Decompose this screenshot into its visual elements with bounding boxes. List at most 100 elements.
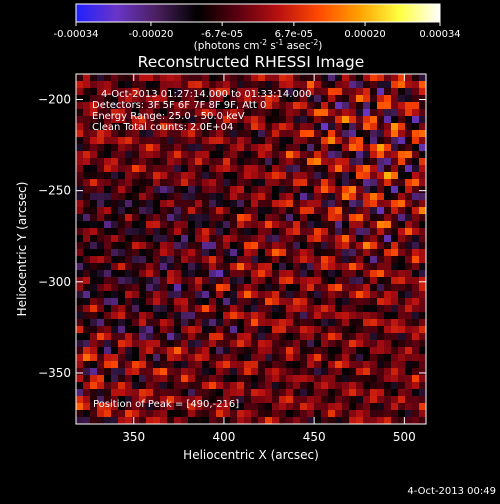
heatmap-cell xyxy=(363,74,371,82)
heatmap-cell xyxy=(300,347,308,355)
heatmap-cell xyxy=(244,389,252,397)
heatmap-cell xyxy=(258,214,266,222)
heatmap-cell xyxy=(188,347,196,355)
heatmap-cell xyxy=(146,354,154,362)
heatmap-cell xyxy=(153,193,161,201)
heatmap-cell xyxy=(419,368,426,376)
heatmap-cell xyxy=(272,151,280,159)
heatmap-cell xyxy=(216,165,224,173)
heatmap-cell xyxy=(237,158,245,166)
heatmap-cell xyxy=(111,130,119,138)
heatmap-cell xyxy=(356,389,364,397)
heatmap-cell xyxy=(419,298,426,306)
heatmap-cell xyxy=(279,319,287,327)
heatmap-cell xyxy=(174,340,182,348)
heatmap-cell xyxy=(363,193,371,201)
heatmap-cell xyxy=(209,193,217,201)
heatmap-cell xyxy=(384,123,392,131)
heatmap-cell xyxy=(363,235,371,243)
heatmap-cell xyxy=(97,74,105,82)
heatmap-cell xyxy=(314,417,322,424)
heatmap-cell xyxy=(90,298,98,306)
heatmap-cell xyxy=(293,305,301,313)
heatmap-cell xyxy=(125,319,133,327)
heatmap-cell xyxy=(307,88,315,96)
heatmap-cell xyxy=(111,123,119,131)
heatmap-cell xyxy=(174,130,182,138)
heatmap-cell xyxy=(398,158,406,166)
heatmap-cell xyxy=(279,298,287,306)
heatmap-cell xyxy=(125,102,133,110)
heatmap-cell xyxy=(146,340,154,348)
heatmap-cell xyxy=(132,242,140,250)
heatmap-cell xyxy=(356,151,364,159)
heatmap-cell xyxy=(209,249,217,257)
heatmap-cell xyxy=(300,88,308,96)
heatmap-cell xyxy=(265,347,273,355)
heatmap-cell xyxy=(321,95,329,103)
heatmap-cell xyxy=(398,200,406,208)
heatmap-cell xyxy=(363,354,371,362)
heatmap-cell xyxy=(195,193,203,201)
heatmap-cell xyxy=(167,361,175,369)
heatmap-cell xyxy=(76,368,84,376)
heatmap-cell xyxy=(118,396,126,404)
heatmap-cell xyxy=(356,165,364,173)
heatmap-cell xyxy=(132,130,140,138)
heatmap-cell xyxy=(202,319,210,327)
heatmap-cell xyxy=(349,319,357,327)
heatmap-cell xyxy=(293,298,301,306)
heatmap-cell xyxy=(223,207,231,215)
heatmap-cell xyxy=(223,144,231,152)
heatmap-cell xyxy=(237,368,245,376)
heatmap-cell xyxy=(167,221,175,229)
heatmap-cell xyxy=(244,375,252,383)
heatmap-cell xyxy=(272,396,280,404)
heatmap-cell xyxy=(405,74,413,82)
heatmap-cell xyxy=(335,256,343,264)
heatmap-cell xyxy=(244,235,252,243)
heatmap-cell xyxy=(384,298,392,306)
heatmap-cell xyxy=(160,242,168,250)
heatmap-cell xyxy=(174,74,182,82)
heatmap-cell xyxy=(258,88,266,96)
heatmap-cell xyxy=(167,305,175,313)
heatmap-cell xyxy=(314,340,322,348)
heatmap-cell xyxy=(265,116,273,124)
heatmap-cell xyxy=(419,81,426,89)
heatmap-cell xyxy=(363,221,371,229)
heatmap-cell xyxy=(181,200,189,208)
heatmap-cell xyxy=(258,228,266,236)
heatmap-cell xyxy=(188,326,196,334)
heatmap-cell xyxy=(153,116,161,124)
heatmap-cell xyxy=(370,417,378,424)
heatmap-cell xyxy=(293,389,301,397)
heatmap-cell xyxy=(384,200,392,208)
heatmap-cell xyxy=(111,312,119,320)
heatmap-cell xyxy=(398,382,406,390)
heatmap-cell xyxy=(300,116,308,124)
heatmap-cell xyxy=(244,207,252,215)
heatmap-cell xyxy=(265,165,273,173)
heatmap-cell xyxy=(216,242,224,250)
heatmap-cell xyxy=(377,151,385,159)
heatmap-cell xyxy=(237,249,245,257)
heatmap-cell xyxy=(160,305,168,313)
heatmap-cell xyxy=(370,102,378,110)
heatmap-cell xyxy=(363,403,371,411)
heatmap-cell xyxy=(223,354,231,362)
heatmap-cell xyxy=(398,361,406,369)
heatmap-cell xyxy=(293,193,301,201)
heatmap-cell xyxy=(230,298,238,306)
heatmap-cell xyxy=(90,410,98,418)
heatmap-cell xyxy=(181,109,189,117)
heatmap-cell xyxy=(419,249,426,257)
heatmap-cell xyxy=(335,312,343,320)
heatmap-cell xyxy=(300,375,308,383)
heatmap-cell xyxy=(104,333,112,341)
heatmap-cell xyxy=(405,165,413,173)
heatmap-cell xyxy=(104,277,112,285)
heatmap-cell xyxy=(76,151,84,159)
heatmap-cell xyxy=(174,382,182,390)
heatmap-cell xyxy=(377,235,385,243)
